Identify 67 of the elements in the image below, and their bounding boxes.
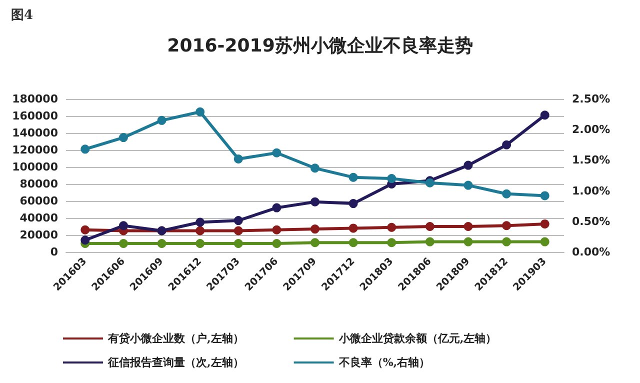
point — [464, 237, 473, 246]
chart-title: 2016-2019苏州小微企业不良率走势 — [167, 36, 473, 56]
point — [310, 224, 320, 234]
point — [196, 226, 205, 236]
point — [502, 189, 512, 198]
point — [310, 197, 320, 206]
y-tick-label: 180000 — [12, 92, 58, 106]
y2-tick-label: 0.50% — [572, 214, 610, 228]
y-tick-label: 80000 — [20, 178, 58, 190]
point — [196, 218, 205, 227]
point — [234, 226, 243, 236]
point — [157, 239, 166, 248]
point — [425, 237, 434, 246]
legend-label: 小微企业贷款余额（亿元,左轴） — [338, 332, 497, 345]
y-tick-label: 20000 — [20, 228, 58, 242]
y-tick-label: 0 — [50, 246, 58, 258]
y-tick-label: 160000 — [12, 110, 58, 122]
point — [234, 216, 243, 226]
legend-label: 不良率（%,右轴） — [338, 356, 430, 369]
point — [502, 237, 512, 246]
point — [464, 222, 473, 231]
y2-tick-label: 0.00% — [572, 246, 610, 258]
point — [425, 222, 434, 231]
point — [80, 225, 90, 234]
point — [502, 221, 512, 230]
caption: 图4 — [11, 8, 34, 23]
y2-tick-label: 1.50% — [572, 154, 610, 167]
point — [234, 154, 243, 164]
point — [387, 222, 396, 232]
y2-tick-label: 2.50% — [572, 92, 610, 106]
point — [502, 140, 512, 150]
point — [387, 238, 396, 248]
point — [196, 239, 205, 248]
y2-tick-label: 2.00% — [572, 123, 610, 136]
point — [310, 238, 320, 248]
point — [234, 239, 243, 248]
point — [348, 224, 358, 233]
point — [464, 180, 473, 190]
y-tick-label: 140000 — [12, 126, 58, 140]
y-tick-label: 40000 — [20, 212, 58, 224]
point — [157, 116, 166, 125]
legend-label: 征信报告查询量（次,左轴） — [107, 356, 244, 369]
point — [118, 221, 128, 230]
point — [540, 191, 550, 200]
point — [80, 144, 90, 154]
point — [540, 237, 550, 246]
y2-tick-label: 1.00% — [572, 184, 610, 198]
y-tick-label: 60000 — [20, 194, 58, 208]
point — [80, 236, 90, 245]
point — [387, 174, 396, 184]
point — [310, 164, 320, 173]
point — [348, 238, 358, 248]
point — [540, 110, 550, 120]
point — [196, 107, 205, 116]
point — [118, 239, 128, 248]
point — [272, 148, 282, 158]
point — [272, 239, 282, 248]
y-tick-label: 100000 — [12, 160, 58, 174]
point — [118, 133, 128, 142]
point — [348, 199, 358, 208]
point — [540, 219, 550, 228]
legend-label: 有贷小微企业数（户,左轴） — [107, 332, 244, 345]
y-tick-label: 120000 — [12, 144, 58, 156]
point — [272, 225, 282, 234]
point — [348, 172, 358, 182]
point — [272, 203, 282, 212]
point — [464, 160, 473, 170]
